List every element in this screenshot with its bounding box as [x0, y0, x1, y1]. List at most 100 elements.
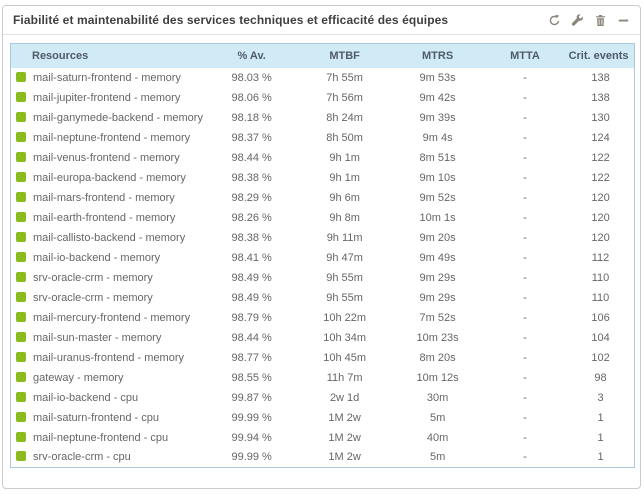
- resource-name: mail-neptune-frontend - cpu: [33, 431, 169, 444]
- column-header-mtbf[interactable]: MTBF: [296, 43, 393, 68]
- mtbf-cell: 7h 55m: [296, 67, 393, 88]
- table-row[interactable]: mail-io-backend - cpu 99.87 % 2w 1d 30m …: [10, 387, 635, 408]
- widget-header: Fiabilité et maintenabilité des services…: [3, 6, 640, 35]
- resource-cell: mail-saturn-frontend - cpu: [10, 407, 207, 428]
- status-ok-icon: [16, 431, 26, 442]
- mtrs-cell: 10m 12s: [392, 367, 483, 388]
- crit-events-cell: 104: [567, 327, 635, 348]
- status-ok-icon: [16, 271, 26, 282]
- availability-cell: 98.03 %: [206, 67, 297, 88]
- table-row[interactable]: mail-earth-frontend - memory 98.26 % 9h …: [10, 207, 635, 228]
- status-ok-icon: [16, 371, 26, 382]
- table-row[interactable]: mail-uranus-frontend - memory 98.77 % 10…: [10, 347, 635, 368]
- table-row[interactable]: mail-mars-frontend - memory 98.29 % 9h 6…: [10, 187, 635, 208]
- resource-cell: srv-oracle-crm - cpu: [10, 447, 207, 468]
- status-ok-icon: [16, 451, 26, 462]
- mtta-cell: -: [482, 427, 568, 448]
- resource-cell: mail-mercury-frontend - memory: [10, 307, 207, 328]
- resource-cell: mail-ganymede-backend - memory: [10, 107, 207, 128]
- mtta-cell: -: [482, 127, 568, 148]
- table-row[interactable]: srv-oracle-crm - memory 98.49 % 9h 55m 9…: [10, 267, 635, 288]
- refresh-icon[interactable]: [548, 14, 561, 27]
- wrench-icon[interactable]: [571, 13, 584, 27]
- mtrs-cell: 40m: [392, 427, 483, 448]
- column-header-crit-events[interactable]: Crit. events: [567, 43, 635, 68]
- table-row[interactable]: mail-callisto-backend - memory 98.38 % 9…: [10, 227, 635, 248]
- status-ok-icon: [16, 111, 26, 122]
- status-ok-icon: [16, 211, 26, 222]
- mtrs-cell: 9m 10s: [392, 167, 483, 188]
- status-ok-icon: [16, 311, 26, 322]
- column-header-availability[interactable]: % Av.: [206, 43, 297, 68]
- mtbf-cell: 9h 6m: [296, 187, 393, 208]
- mtrs-cell: 8m 51s: [392, 147, 483, 168]
- mtbf-cell: 9h 1m: [296, 147, 393, 168]
- table-body: mail-saturn-frontend - memory 98.03 % 7h…: [10, 67, 635, 468]
- resource-name: mail-io-backend - cpu: [33, 391, 139, 404]
- table-row[interactable]: mail-saturn-frontend - memory 98.03 % 7h…: [10, 67, 635, 88]
- crit-events-cell: 112: [567, 247, 635, 268]
- availability-cell: 98.77 %: [206, 347, 297, 368]
- table-row[interactable]: srv-oracle-crm - memory 98.49 % 9h 55m 9…: [10, 287, 635, 308]
- mtta-cell: -: [482, 187, 568, 208]
- crit-events-cell: 138: [567, 67, 635, 88]
- mtbf-cell: 9h 1m: [296, 167, 393, 188]
- table-row[interactable]: mail-neptune-frontend - memory 98.37 % 8…: [10, 127, 635, 148]
- mtta-cell: -: [482, 407, 568, 428]
- resource-cell: mail-io-backend - memory: [10, 247, 207, 268]
- mtta-cell: -: [482, 247, 568, 268]
- table-row[interactable]: mail-sun-master - memory 98.44 % 10h 34m…: [10, 327, 635, 348]
- availability-cell: 98.06 %: [206, 87, 297, 108]
- table-row[interactable]: mail-venus-frontend - memory 98.44 % 9h …: [10, 147, 635, 168]
- column-header-mtrs[interactable]: MTRS: [392, 43, 483, 68]
- crit-events-cell: 1: [567, 447, 635, 468]
- mtrs-cell: 9m 4s: [392, 127, 483, 148]
- mtta-cell: -: [482, 87, 568, 108]
- table-row[interactable]: srv-oracle-crm - cpu 99.99 % 1M 2w 5m - …: [10, 447, 635, 468]
- mtbf-cell: 11h 7m: [296, 367, 393, 388]
- resource-cell: mail-neptune-frontend - memory: [10, 127, 207, 148]
- column-header-mtta[interactable]: MTTA: [482, 43, 568, 68]
- resource-cell: mail-venus-frontend - memory: [10, 147, 207, 168]
- mtrs-cell: 10m 23s: [392, 327, 483, 348]
- mtta-cell: -: [482, 367, 568, 388]
- resource-cell: mail-callisto-backend - memory: [10, 227, 207, 248]
- table-row[interactable]: mail-mercury-frontend - memory 98.79 % 1…: [10, 307, 635, 328]
- table-row[interactable]: mail-europa-backend - memory 98.38 % 9h …: [10, 167, 635, 188]
- table-header-row: Resources % Av. MTBF MTRS MTTA Crit. eve…: [10, 43, 635, 68]
- table-row[interactable]: gateway - memory 98.55 % 11h 7m 10m 12s …: [10, 367, 635, 388]
- mtrs-cell: 9m 39s: [392, 107, 483, 128]
- resource-cell: mail-neptune-frontend - cpu: [10, 427, 207, 448]
- availability-cell: 99.94 %: [206, 427, 297, 448]
- mtbf-cell: 9h 11m: [296, 227, 393, 248]
- trash-icon[interactable]: [594, 14, 607, 27]
- mtta-cell: -: [482, 387, 568, 408]
- resource-name: srv-oracle-crm - memory: [33, 291, 153, 304]
- status-ok-icon: [16, 291, 26, 302]
- availability-cell: 99.99 %: [206, 447, 297, 468]
- mtta-cell: -: [482, 167, 568, 188]
- table-row[interactable]: mail-saturn-frontend - cpu 99.99 % 1M 2w…: [10, 407, 635, 428]
- availability-cell: 98.38 %: [206, 167, 297, 188]
- column-header-resources[interactable]: Resources: [10, 43, 207, 68]
- crit-events-cell: 1: [567, 407, 635, 428]
- collapse-icon[interactable]: [617, 14, 630, 27]
- availability-cell: 98.18 %: [206, 107, 297, 128]
- availability-cell: 98.79 %: [206, 307, 297, 328]
- table-row[interactable]: mail-neptune-frontend - cpu 99.94 % 1M 2…: [10, 427, 635, 448]
- crit-events-cell: 102: [567, 347, 635, 368]
- status-ok-icon: [16, 191, 26, 202]
- mtrs-cell: 9m 53s: [392, 67, 483, 88]
- availability-cell: 99.99 %: [206, 407, 297, 428]
- table-row[interactable]: mail-io-backend - memory 98.41 % 9h 47m …: [10, 247, 635, 268]
- status-ok-icon: [16, 411, 26, 422]
- table-row[interactable]: mail-jupiter-frontend - memory 98.06 % 7…: [10, 87, 635, 108]
- availability-widget: Fiabilité et maintenabilité des services…: [2, 5, 641, 489]
- status-ok-icon: [16, 391, 26, 402]
- mtrs-cell: 10m 1s: [392, 207, 483, 228]
- resource-cell: mail-earth-frontend - memory: [10, 207, 207, 228]
- mtrs-cell: 7m 52s: [392, 307, 483, 328]
- mtbf-cell: 10h 34m: [296, 327, 393, 348]
- table-row[interactable]: mail-ganymede-backend - memory 98.18 % 8…: [10, 107, 635, 128]
- resource-name: mail-io-backend - memory: [33, 251, 161, 264]
